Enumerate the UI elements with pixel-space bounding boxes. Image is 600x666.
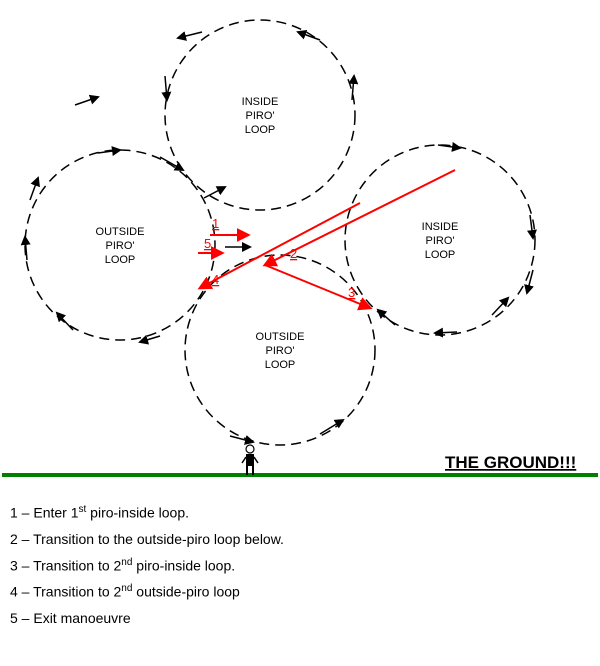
loop-label: INSIDE: [422, 221, 459, 233]
direction-arrow: [230, 436, 253, 442]
legend: 1 – Enter 1st piro-inside loop. 2 – Trans…: [0, 490, 600, 626]
transition-number: 5: [204, 236, 211, 251]
legend-item: 1 – Enter 1st piro-inside loop.: [10, 504, 590, 521]
transition-number: 2: [290, 246, 297, 261]
direction-arrow: [160, 157, 183, 170]
direction-arrow: [320, 420, 343, 434]
transition-arrow-4: [200, 203, 360, 288]
loop-label: PIRO': [106, 240, 135, 252]
direction-arrow: [165, 76, 167, 100]
ordinal: nd: [121, 557, 132, 568]
direction-arrow: [57, 313, 73, 330]
loop-label: OUTSIDE: [256, 331, 305, 343]
direction-arrow: [140, 336, 160, 342]
direction-arrow: [527, 270, 533, 293]
transition-number: 4: [212, 272, 219, 287]
ordinal: st: [79, 504, 87, 515]
loop-label: LOOP: [105, 254, 136, 266]
direction-arrow: [178, 32, 202, 38]
direction-arrow: [378, 310, 395, 325]
legend-item: 5 – Exit manoeuvre: [10, 610, 590, 626]
direction-arrow: [435, 332, 457, 333]
ordinal: nd: [121, 583, 132, 594]
legend-item: 3 – Transition to 2nd piro-inside loop.: [10, 557, 590, 574]
loop-label: LOOP: [425, 249, 456, 261]
loop-label: PIRO': [246, 110, 275, 122]
legend-item: 4 – Transition to 2nd outside-piro loop: [10, 583, 590, 600]
transition-number: 3: [348, 285, 355, 300]
loop-label: PIRO': [266, 345, 295, 357]
direction-arrow: [75, 97, 98, 105]
direction-arrow: [204, 187, 225, 198]
loop-label: LOOP: [265, 359, 296, 371]
loop-label: INSIDE: [242, 96, 279, 108]
loop-label: PIRO': [426, 235, 455, 247]
diagram-svg: INSIDE PIRO' LOOP OUTSIDE PIRO' LOOP INSIDE PIR…: [0, 0, 600, 490]
loop-label: OUTSIDE: [96, 226, 145, 238]
pilot-icon: [242, 445, 258, 475]
legend-item: 2 – Transition to the outside-piro loop …: [10, 531, 590, 547]
direction-arrow: [492, 298, 508, 315]
loop-label: LOOP: [245, 124, 276, 136]
direction-arrow: [30, 178, 38, 200]
ground-label: THE GROUND!!!: [445, 453, 576, 472]
direction-arrow: [530, 215, 533, 238]
transition-number: 1: [212, 216, 219, 231]
direction-arrow: [25, 237, 27, 260]
